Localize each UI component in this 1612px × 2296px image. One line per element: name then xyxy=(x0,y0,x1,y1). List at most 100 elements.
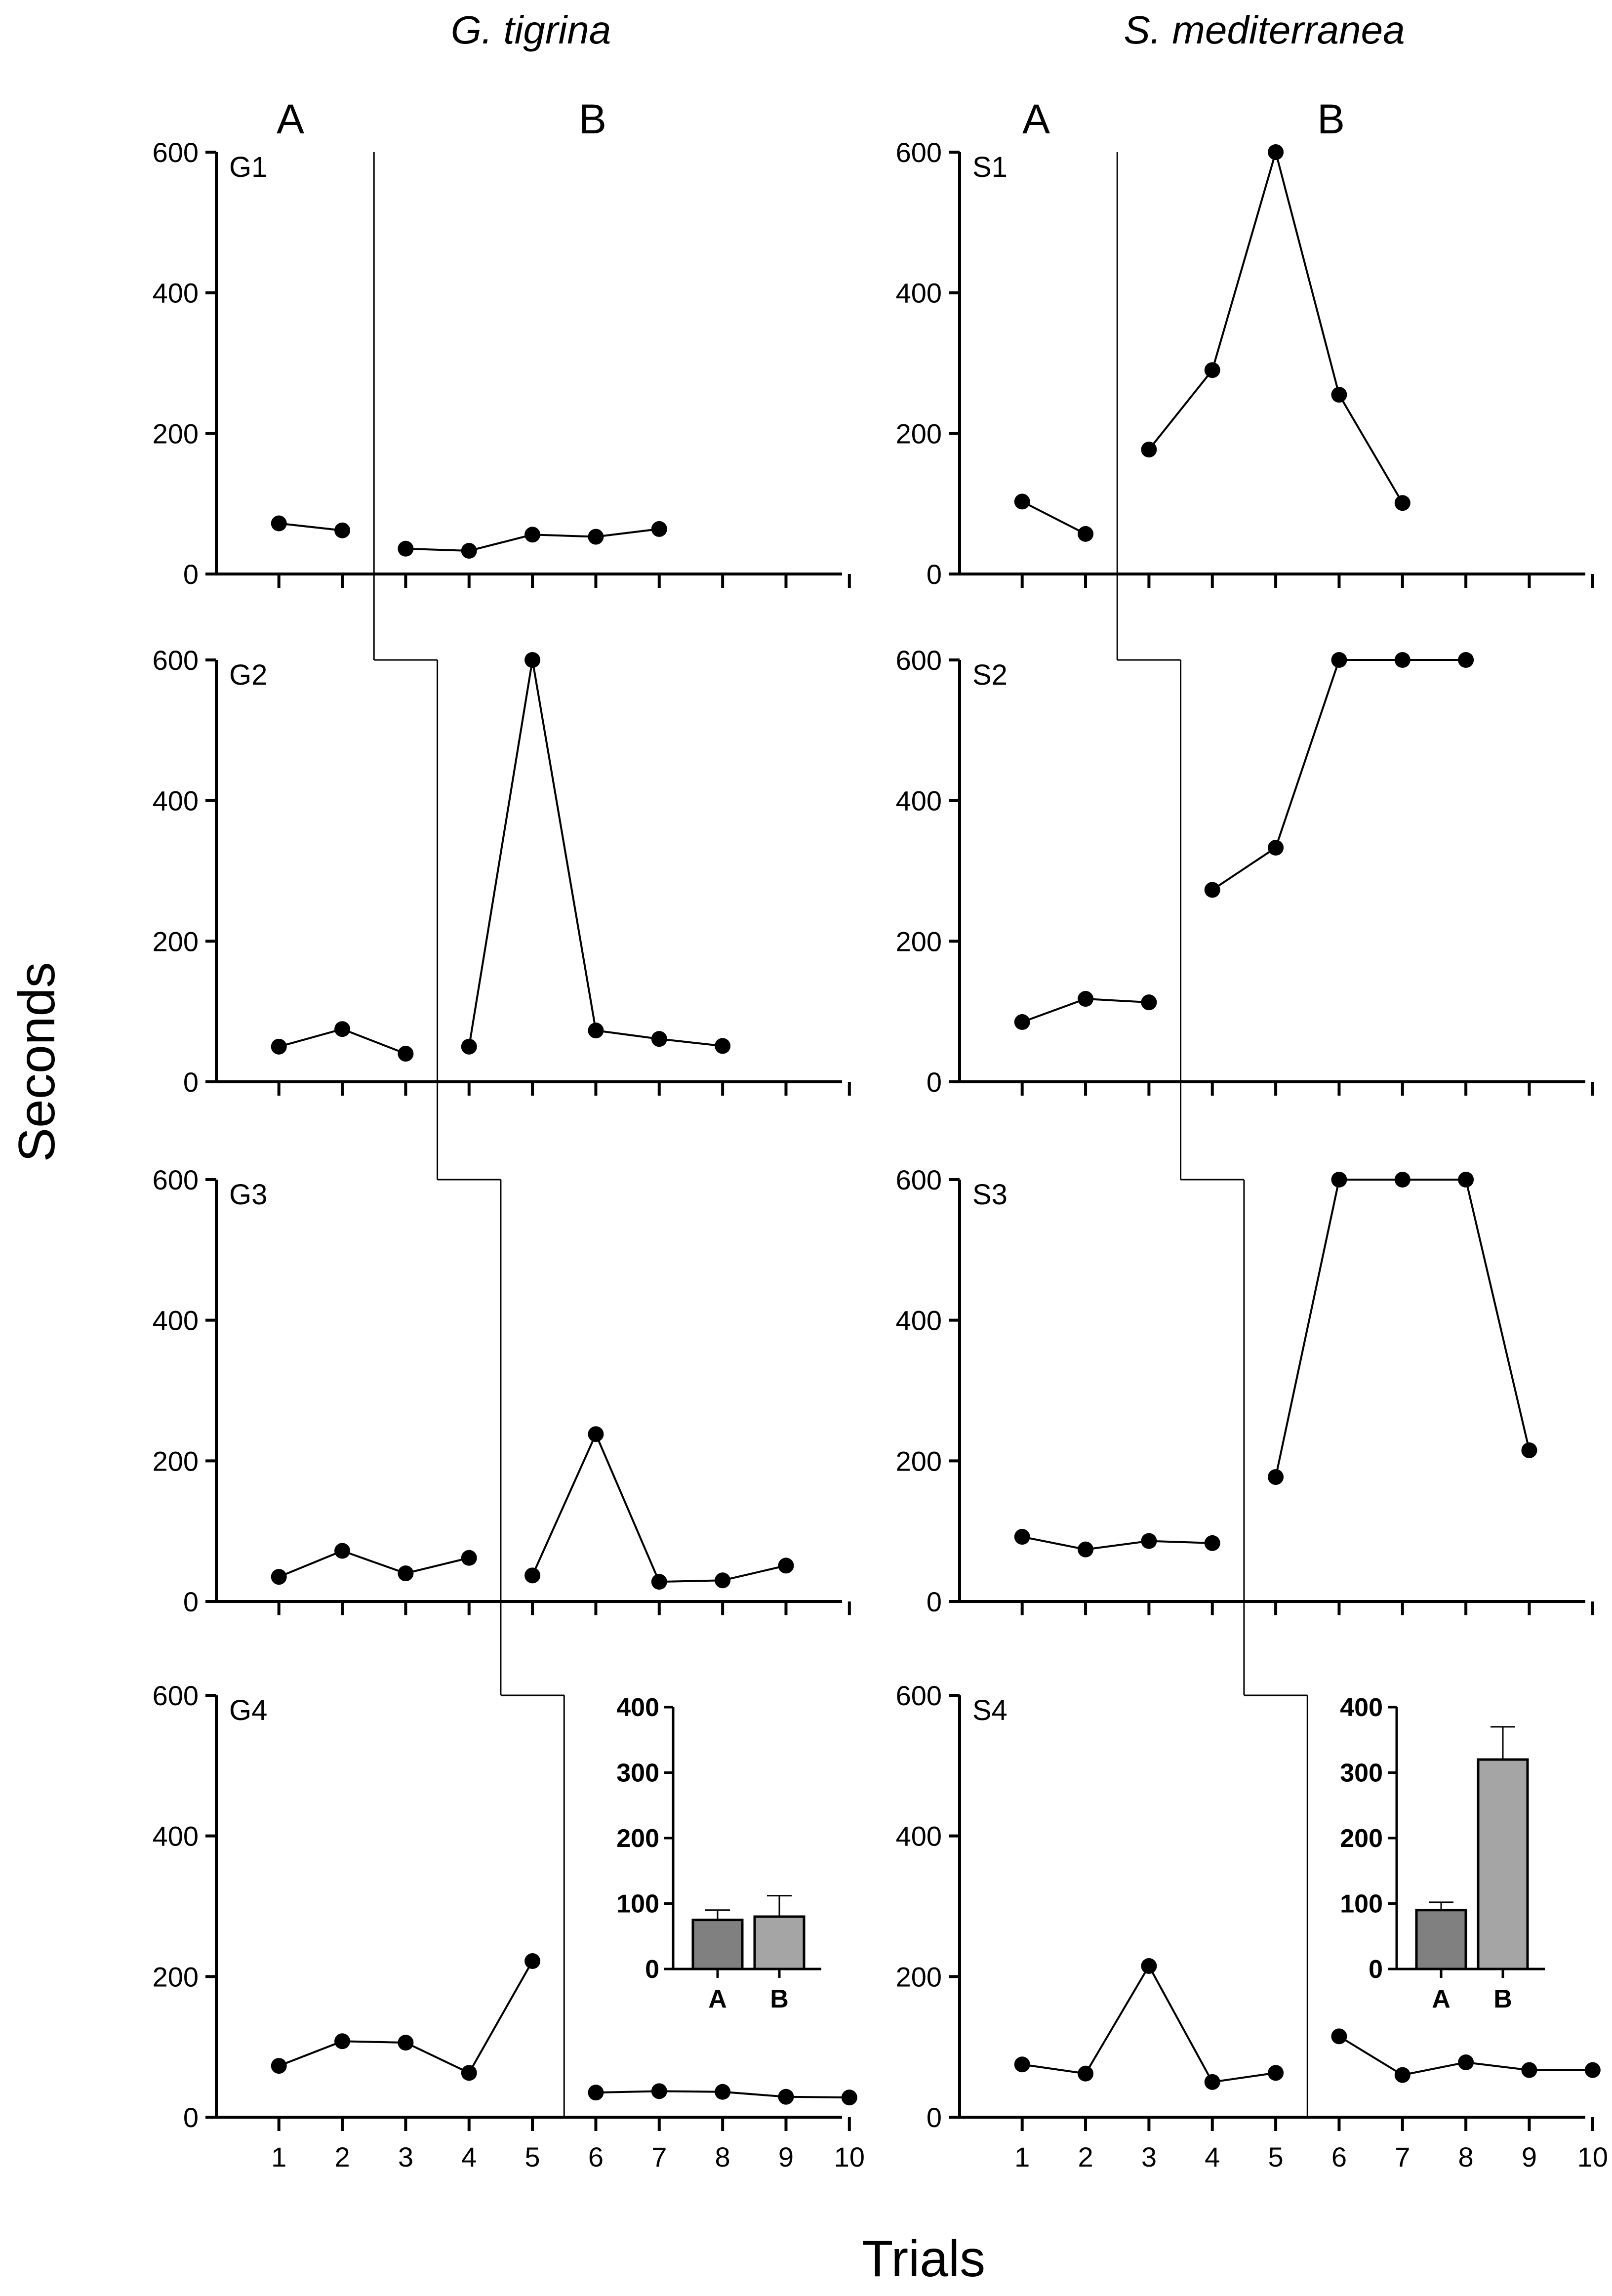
data-point-s4-trial-10 xyxy=(1584,2062,1601,2078)
data-point-s3-trial-2 xyxy=(1078,1541,1094,1558)
x-tick-label-s4-2: 2 xyxy=(1078,2141,1093,2173)
data-point-s3-trial-3 xyxy=(1141,1533,1157,1549)
y-tick-label-s4-400: 400 xyxy=(896,1821,942,1852)
data-point-s4-trial-9 xyxy=(1521,2062,1537,2078)
data-point-s1-trial-7 xyxy=(1394,495,1410,511)
data-point-g2-trial-1 xyxy=(271,1038,287,1055)
data-point-g4-trial-3 xyxy=(398,2035,414,2051)
phase-label-b-right: B xyxy=(1317,96,1345,142)
inset-y-tick-label-g4-100: 100 xyxy=(616,1890,659,1919)
x-tick-label-g4-6: 6 xyxy=(588,2141,604,2173)
inset-bar-g4-b xyxy=(753,1915,806,1970)
panel-label-g4: G4 xyxy=(229,1694,267,1726)
data-point-g1-trial-5 xyxy=(524,527,541,543)
data-point-s2-trial-1 xyxy=(1014,1014,1030,1030)
data-point-g1-trial-1 xyxy=(271,515,287,532)
data-point-s2-trial-6 xyxy=(1331,652,1347,668)
data-point-g3-trial-4 xyxy=(461,1550,477,1566)
series-line-g3-b xyxy=(531,1432,786,1583)
data-point-s4-trial-1 xyxy=(1014,2056,1030,2073)
data-point-s2-trial-3 xyxy=(1141,994,1157,1011)
data-point-g1-trial-6 xyxy=(588,529,604,545)
data-point-s1-trial-3 xyxy=(1141,442,1157,458)
x-tick-label-s4-7: 7 xyxy=(1395,2141,1410,2173)
panel-label-s1: S1 xyxy=(972,151,1008,183)
y-tick-label-s3-200: 200 xyxy=(896,1445,942,1476)
series-line-s3-a xyxy=(1022,1536,1212,1551)
y-tick-label-g1-0: 0 xyxy=(183,559,199,590)
y-tick-label-s2-0: 0 xyxy=(927,1066,942,1098)
x-tick-label-s4-5: 5 xyxy=(1268,2141,1284,2173)
y-tick-label-g1-400: 400 xyxy=(153,278,199,309)
y-tick-label-g2-400: 400 xyxy=(153,785,199,817)
data-point-g2-trial-2 xyxy=(334,1021,351,1037)
x-tick-label-g4-8: 8 xyxy=(715,2141,730,2173)
y-tick-label-s1-200: 200 xyxy=(896,418,942,449)
data-point-g3-trial-7 xyxy=(651,1574,667,1590)
data-point-s4-trial-5 xyxy=(1268,2065,1284,2081)
column-title-g-tigrina: G. tigrina xyxy=(451,8,611,52)
inset-category-label-s4-b: B xyxy=(1493,1985,1512,2013)
series-line-s4-a xyxy=(1022,1964,1276,2084)
x-tick-label-g4-3: 3 xyxy=(398,2141,413,2173)
x-tick-label-s4-3: 3 xyxy=(1141,2141,1157,2173)
data-point-g4-trial-2 xyxy=(334,2033,351,2050)
series-line-g3-a xyxy=(278,1550,470,1578)
series-line-g2-b xyxy=(468,659,723,1047)
data-point-g1-trial-2 xyxy=(334,522,351,538)
data-point-g3-trial-9 xyxy=(778,1558,794,1574)
data-point-s3-trial-8 xyxy=(1458,1172,1474,1188)
y-tick-label-g1-600: 600 xyxy=(153,137,199,168)
inset-bar-g4-a xyxy=(691,1919,744,1970)
data-point-g4-trial-9 xyxy=(778,2089,794,2105)
y-tick-label-g3-600: 600 xyxy=(153,1164,199,1195)
panel-label-g3: G3 xyxy=(229,1179,267,1211)
data-point-s4-trial-8 xyxy=(1458,2054,1474,2070)
inset-y-tick-label-g4-0: 0 xyxy=(645,1955,659,1984)
panel-label-g1: G1 xyxy=(229,151,267,183)
y-tick-label-g3-0: 0 xyxy=(183,1586,199,1617)
x-tick-label-s4-6: 6 xyxy=(1331,2141,1347,2173)
data-point-g3-trial-6 xyxy=(588,1426,604,1442)
y-axis-title: Seconds xyxy=(8,962,66,1162)
inset-y-tick-label-s4-400: 400 xyxy=(1340,1693,1383,1722)
y-tick-label-g3-400: 400 xyxy=(153,1305,199,1336)
data-point-s3-trial-9 xyxy=(1521,1442,1537,1458)
y-tick-label-s4-600: 600 xyxy=(896,1680,942,1711)
data-point-g1-trial-7 xyxy=(651,521,667,537)
y-tick-label-g2-200: 200 xyxy=(153,926,199,957)
data-point-g3-trial-3 xyxy=(398,1565,414,1582)
y-tick-label-g1-200: 200 xyxy=(153,418,199,449)
y-tick-label-s1-600: 600 xyxy=(896,137,942,168)
data-point-g2-trial-8 xyxy=(715,1038,731,1054)
y-tick-label-s2-600: 600 xyxy=(896,645,942,676)
data-point-s1-trial-1 xyxy=(1014,493,1030,510)
series-line-s2-b xyxy=(1211,659,1466,891)
data-point-g2-trial-4 xyxy=(461,1038,477,1055)
y-tick-label-s4-200: 200 xyxy=(896,1961,942,1992)
data-point-s1-trial-2 xyxy=(1078,526,1094,542)
series-line-s1-b xyxy=(1148,148,1404,504)
series-line-g4-a xyxy=(278,1961,533,2074)
data-point-s1-trial-4 xyxy=(1204,362,1220,378)
data-point-s3-trial-6 xyxy=(1331,1172,1347,1188)
panel-label-s2: S2 xyxy=(972,659,1008,691)
x-tick-label-g4-9: 9 xyxy=(778,2141,794,2173)
data-point-s2-trial-4 xyxy=(1204,882,1220,898)
inset-y-tick-label-s4-100: 100 xyxy=(1340,1890,1383,1919)
data-point-g4-trial-5 xyxy=(524,1953,541,1969)
phase-label-a-right: A xyxy=(1022,96,1050,142)
panel-label-s4: S4 xyxy=(972,1694,1008,1726)
x-tick-label-s4-4: 4 xyxy=(1205,2141,1220,2173)
y-tick-label-s1-0: 0 xyxy=(927,559,942,590)
y-tick-label-g4-0: 0 xyxy=(183,2102,199,2133)
y-tick-label-s3-0: 0 xyxy=(927,1586,942,1617)
inset-bar-s4-a xyxy=(1415,1909,1467,1970)
inset-y-tick-label-g4-200: 200 xyxy=(616,1824,659,1853)
data-point-g3-trial-5 xyxy=(524,1567,541,1584)
data-point-g4-trial-10 xyxy=(841,2090,857,2106)
y-tick-label-g3-200: 200 xyxy=(153,1445,199,1476)
x-tick-label-s4-9: 9 xyxy=(1522,2141,1537,2173)
data-point-s2-trial-8 xyxy=(1458,652,1474,668)
